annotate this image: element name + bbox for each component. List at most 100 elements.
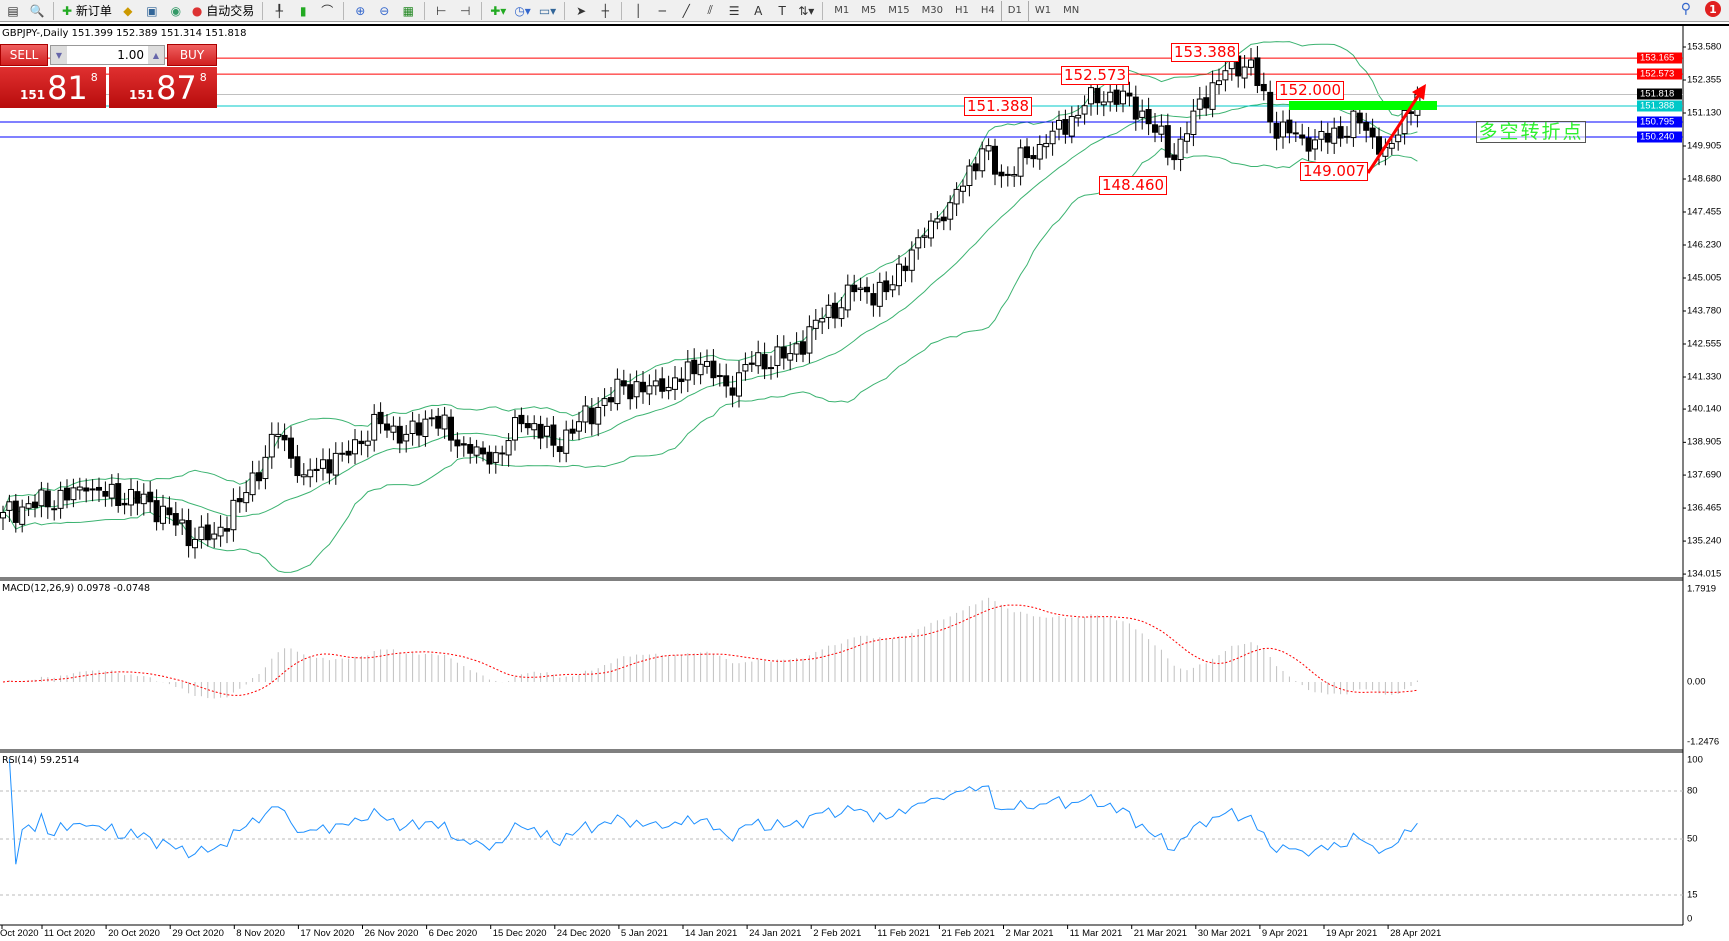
candle-body — [1344, 135, 1350, 138]
timeframe-mn[interactable]: MN — [1063, 5, 1080, 16]
new-order-button[interactable]: ✚ 新订单 — [59, 1, 115, 21]
candle-body — [1158, 125, 1165, 135]
periods-icon[interactable]: ◷▾ — [514, 3, 531, 18]
candle-body — [211, 533, 218, 540]
buy-price[interactable]: 151 87 8 — [109, 67, 217, 108]
timeframe-m15[interactable]: M15 — [888, 5, 910, 16]
indicators-icon[interactable]: ✚▾ — [490, 3, 507, 18]
candle-body — [204, 524, 211, 541]
price-label[interactable]: 148.460 — [1099, 176, 1168, 195]
zoom-in-icon[interactable]: ⊕ — [355, 3, 366, 18]
lot-size-input[interactable]: ▼ 1.00 ▲ — [50, 45, 165, 65]
price-label[interactable]: 153.388 — [1171, 43, 1240, 62]
candle-body — [102, 491, 109, 497]
price-line-tag: 150.795 — [1637, 116, 1682, 128]
candlestick-icon[interactable]: ▮ — [299, 3, 307, 18]
auto-trading-button[interactable]: ● 自动交易 — [189, 1, 257, 21]
chart-window[interactable] — [0, 24, 1729, 941]
text-icon[interactable]: A — [754, 3, 763, 18]
auto-scroll-icon[interactable]: ⊢ — [436, 3, 447, 18]
tile-windows-icon[interactable]: ▦ — [402, 3, 414, 18]
candle-body — [1088, 87, 1094, 105]
rsi-axis-label: 0 — [1687, 913, 1693, 925]
vertical-line-icon[interactable]: │ — [634, 3, 642, 18]
candle-body — [1248, 59, 1254, 68]
support-zone — [1289, 101, 1437, 110]
timeframe-m1[interactable]: M1 — [834, 5, 850, 16]
candle-body — [851, 284, 858, 293]
metaeditor-icon[interactable]: ◆ — [123, 3, 133, 18]
candle-body — [979, 148, 986, 172]
arrows-icon[interactable]: ⇅▾ — [798, 3, 815, 18]
candle-body — [179, 519, 186, 524]
price-label[interactable]: 152.573 — [1061, 66, 1130, 85]
timeframe-d1[interactable]: D1 — [1000, 0, 1029, 21]
candle-body — [1267, 91, 1274, 123]
candle-body — [332, 452, 339, 476]
market-icon[interactable]: ▣ — [146, 3, 158, 18]
candle-body — [1030, 155, 1037, 160]
buy-price-prefix: 151 — [129, 88, 155, 102]
new-chart-icon[interactable]: ▤ — [7, 3, 19, 18]
time-axis-label: 17 Nov 2020 — [300, 928, 355, 939]
timeframe-bar: M1 M5 M15 M30 H1 H4 D1 W1 MN — [828, 0, 1085, 21]
candle-body — [1145, 108, 1152, 125]
new-order-label: 新订单 — [75, 4, 112, 18]
lot-increase-button[interactable]: ▲ — [148, 46, 164, 64]
time-axis-label: 19 Apr 2021 — [1326, 928, 1378, 939]
macd-zero: 0.00 — [1687, 676, 1706, 688]
separator — [53, 1, 54, 20]
candle-body — [409, 420, 416, 434]
candle-body — [0, 512, 6, 519]
fibonacci-icon[interactable]: ☰ — [728, 3, 740, 18]
time-axis-label: 20 Oct 2020 — [108, 928, 160, 939]
chart-shift-icon[interactable]: ⊣ — [460, 3, 471, 18]
cursor-icon[interactable]: ➤ — [576, 3, 587, 18]
candle-body — [1081, 105, 1088, 115]
timeframe-m30[interactable]: M30 — [921, 5, 943, 16]
price-label[interactable]: 149.007 — [1300, 162, 1369, 181]
sell-button[interactable]: SELL — [0, 44, 48, 66]
price-label[interactable]: 151.388 — [964, 97, 1033, 116]
price-label[interactable]: 152.000 — [1276, 81, 1345, 100]
line-chart-icon[interactable]: ⌒ — [321, 4, 334, 18]
price-axis-label: 137.690 — [1687, 469, 1722, 481]
bar-chart-icon[interactable]: ╀ — [275, 3, 283, 18]
timeframe-h1[interactable]: H1 — [954, 5, 969, 16]
timeframe-w1[interactable]: W1 — [1034, 5, 1052, 16]
candle-body — [1184, 133, 1190, 142]
candle-body — [870, 293, 877, 306]
buy-button[interactable]: BUY — [167, 44, 217, 66]
candle-body — [1280, 121, 1286, 138]
candle-body — [1017, 147, 1024, 177]
new-order-icon: ✚ — [62, 3, 73, 18]
horizontal-line-icon[interactable]: ─ — [658, 3, 666, 18]
turning-point-annotation[interactable]: 多空转折点 — [1476, 121, 1586, 143]
equidistant-channel-icon[interactable]: ⫽ — [707, 3, 713, 17]
price-axis-label: 145.005 — [1687, 272, 1722, 284]
time-axis-label: 29 Oct 2020 — [172, 928, 224, 939]
timeframe-h4[interactable]: H4 — [980, 5, 995, 16]
crosshair-icon[interactable]: ┼ — [601, 3, 609, 18]
candle-body — [70, 487, 77, 501]
lot-value[interactable]: 1.00 — [117, 48, 144, 62]
search-icon[interactable]: ⚲ — [1680, 1, 1691, 17]
separator — [822, 1, 824, 20]
time-axis-label: 30 Mar 2021 — [1197, 928, 1252, 939]
price-axis-label: 136.465 — [1687, 502, 1722, 514]
signals-icon[interactable]: ◉ — [170, 3, 182, 18]
templates-icon[interactable]: ▭▾ — [538, 3, 557, 18]
text-label-icon[interactable]: T — [778, 3, 786, 18]
lot-decrease-button[interactable]: ▼ — [51, 46, 67, 64]
trendline-icon[interactable]: ╱ — [682, 3, 690, 18]
candle-body — [64, 487, 70, 501]
candle-body — [1273, 122, 1280, 139]
sell-price[interactable]: 151 81 8 — [0, 67, 106, 108]
sell-price-fraction: 8 — [90, 71, 98, 84]
zoom-out-icon[interactable]: ⊖ — [379, 3, 390, 18]
profiles-icon[interactable]: 🔍 — [29, 3, 45, 18]
notifications-icon[interactable]: 1 — [1705, 1, 1721, 17]
timeframe-m5[interactable]: M5 — [861, 5, 877, 16]
candle-body — [147, 491, 154, 503]
